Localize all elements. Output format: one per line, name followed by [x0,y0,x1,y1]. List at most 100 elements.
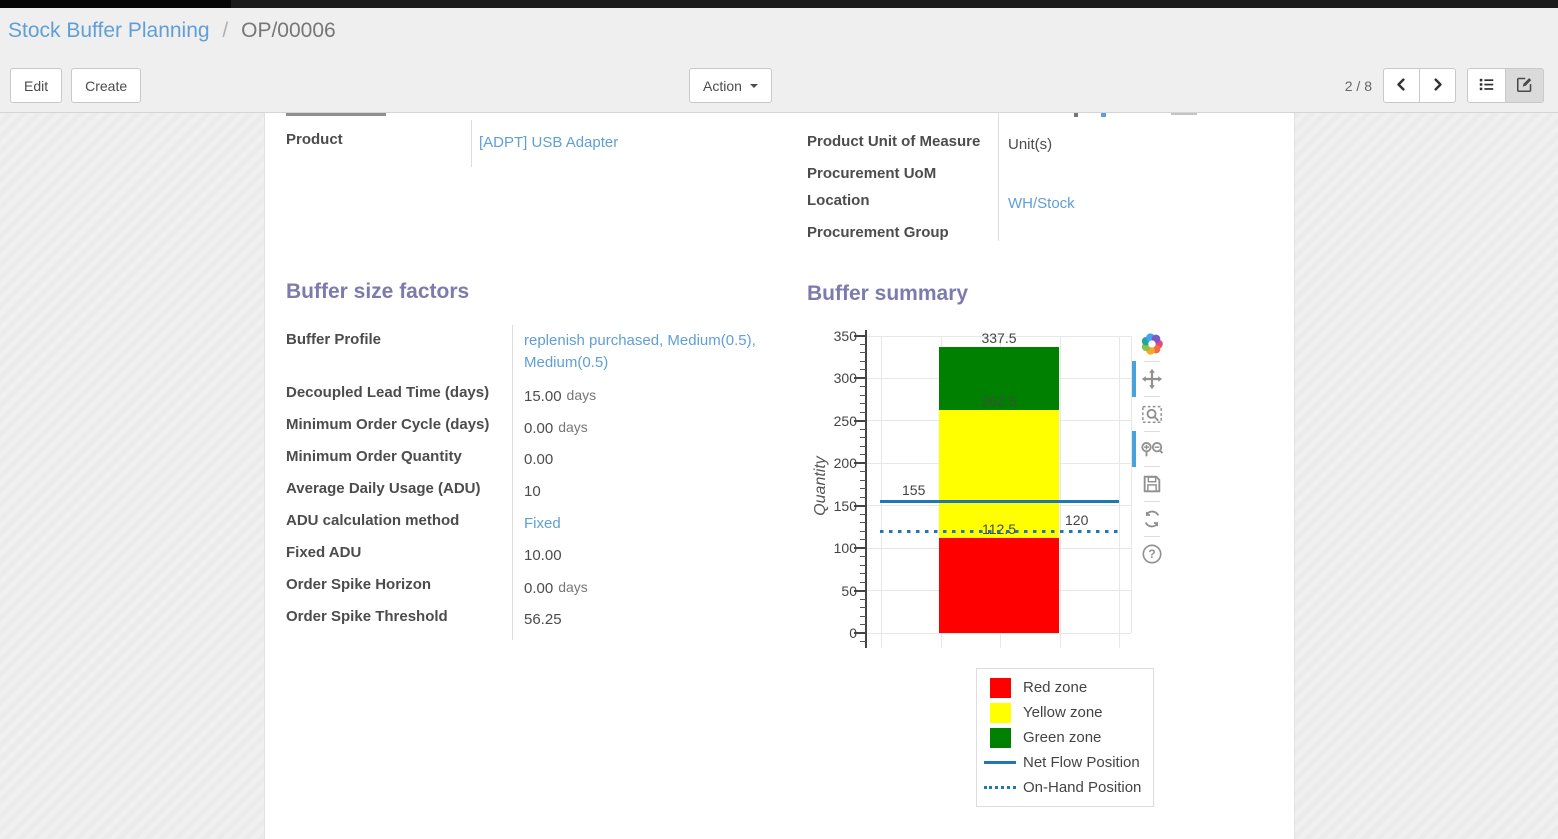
y-axis-minor-tick [860,564,866,566]
breadcrumb-current: OP/00006 [241,19,336,42]
reset-icon[interactable] [1137,506,1167,532]
product-uom-label: Product Unit of Measure [807,133,981,150]
modebar-divider [1144,501,1160,502]
legend-item-yellow-zone[interactable]: Yellow zone [977,700,1153,725]
buffer-summary-title: Buffer summary [807,282,969,305]
box-zoom-icon[interactable] [1137,401,1167,427]
dotted-line-swatch-icon [977,786,1023,789]
list-view-button[interactable] [1467,68,1506,103]
plot-right-border [1131,336,1132,633]
help-icon[interactable]: ? [1137,541,1167,567]
value-unit: days [566,387,597,403]
y-axis-tick-label: 300 [833,370,857,387]
pager-and-view-switcher: 2 / 8 [1345,68,1544,103]
edit-button[interactable]: Edit [10,68,63,103]
y-axis-tick-label: 200 [833,455,857,472]
modebar-divider [1144,396,1160,397]
column-separator [471,120,472,167]
y-axis-major-tick [854,589,865,592]
y-axis-minor-tick [860,360,866,362]
red-zone-bar [939,537,1059,633]
clipped-row-fragment [1101,113,1106,117]
save-icon[interactable] [1137,471,1167,497]
legend-label: Red zone [1023,679,1088,696]
pager-previous-button[interactable] [1383,68,1420,103]
page-background: Product [ADPT] USB Adapter Product Unit … [0,113,1558,839]
product-value-link[interactable]: [ADPT] USB Adapter [479,134,619,151]
action-area: Action [689,68,772,103]
order-spike-horizon-value: 0.00 days [524,577,588,600]
bar-annotation: 337.5 [981,329,1017,346]
on-hand-position-line [880,529,1119,533]
modebar-divider [1144,536,1160,537]
y-axis-major-tick [854,419,865,422]
y-axis-minor-tick [860,411,866,413]
adu-calculation-method-value-link[interactable]: Fixed [524,515,561,532]
chart-plot-area[interactable]: Quantity 0 50 100 150 200 250 300 350 337.5 262.5… [807,325,1171,670]
y-axis-minor-tick [860,428,866,430]
form-buttons: Edit Create [10,68,142,103]
chevron-right-icon [1430,77,1445,95]
action-dropdown-button[interactable]: Action [689,68,772,103]
create-button[interactable]: Create [71,68,142,103]
y-axis-minor-tick [860,437,866,439]
buffer-summary-chart[interactable]: Quantity 0 50 100 150 200 250 300 350 337.5 262.5… [807,325,1171,670]
y-axis-tick-label: 100 [833,540,857,557]
solid-line-swatch-icon [977,761,1023,764]
y-axis-minor-tick [860,615,866,617]
value-number: 15.00 [524,388,562,405]
gridline-horizontal [867,632,1131,634]
plotly-logo-icon[interactable] [1137,331,1167,357]
location-label: Location [807,192,870,209]
form-view-button[interactable] [1505,68,1544,103]
chevron-left-icon [1394,77,1409,95]
control-panel: Stock Buffer Planning / OP/00006 Edit Cr… [0,8,1558,113]
legend-item-red-zone[interactable]: Red zone [977,675,1153,700]
decoupled-lead-time-value: 15.00 days [524,385,596,408]
legend-label: On-Hand Position [1023,779,1142,796]
breadcrumb-separator: / [222,19,229,42]
y-axis-minor-tick [860,624,866,625]
y-axis-tick-label: 250 [833,412,857,429]
y-axis-minor-tick [860,471,866,473]
net-flow-position-line [880,499,1119,503]
average-daily-usage-value: 10 [524,483,541,500]
y-axis-tick-label: 350 [833,328,857,344]
form-sheet: Product [ADPT] USB Adapter Product Unit … [264,113,1295,839]
order-spike-threshold-label: Order Spike Threshold [286,608,448,625]
yellow-zone-swatch-icon [977,702,1023,723]
chart-legend: Red zone Yellow zone Green zone Net Flow… [976,668,1154,807]
average-daily-usage-label: Average Daily Usage (ADU) [286,480,481,497]
location-value-link[interactable]: WH/Stock [1008,195,1075,212]
legend-item-green-zone[interactable]: Green zone [977,725,1153,750]
pager-buttons [1383,68,1456,103]
yellow-zone-bar [939,410,1059,538]
caret-down-icon [749,83,758,88]
breadcrumb-parent-link[interactable]: Stock Buffer Planning [8,19,210,42]
legend-item-net-flow-position[interactable]: Net Flow Position [977,750,1153,775]
clipped-row-fragment [1171,113,1197,115]
y-axis-minor-tick [860,403,866,405]
pager-next-button[interactable] [1419,68,1456,103]
action-label: Action [703,77,742,94]
pencil-square-icon [1516,76,1533,96]
minimum-order-quantity-label: Minimum Order Quantity [286,448,462,465]
y-axis-minor-tick [860,581,866,583]
gridline-vertical [1119,336,1120,648]
zoom-in-out-icon[interactable] [1132,431,1167,467]
bar-annotation: 262.5 [981,393,1017,410]
buffer-profile-value-link[interactable]: replenish purchased, Medium(0.5), Medium… [524,332,756,371]
y-axis-minor-tick [860,640,866,642]
gridline-horizontal [867,335,1131,337]
minimum-order-cycle-label: Minimum Order Cycle (days) [286,416,490,433]
breadcrumb: Stock Buffer Planning / OP/00006 [8,19,336,43]
value-number: 0.00 [524,420,554,437]
y-axis-title: Quantity [812,456,829,516]
bar-annotation: 112.5 [982,520,1016,537]
green-zone-bar [939,346,1059,411]
pan-icon[interactable] [1132,361,1167,397]
y-axis-minor-tick [860,496,866,498]
value-number: 0.00 [524,580,554,597]
legend-item-on-hand-position[interactable]: On-Hand Position [977,775,1153,800]
